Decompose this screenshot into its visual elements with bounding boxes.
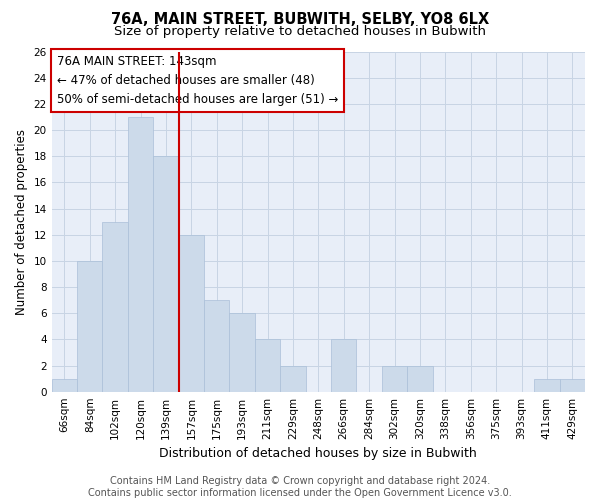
Text: Size of property relative to detached houses in Bubwith: Size of property relative to detached ho… bbox=[114, 25, 486, 38]
X-axis label: Distribution of detached houses by size in Bubwith: Distribution of detached houses by size … bbox=[160, 447, 477, 460]
Bar bbox=[179, 234, 204, 392]
Y-axis label: Number of detached properties: Number of detached properties bbox=[15, 128, 28, 314]
Bar bbox=[382, 366, 407, 392]
Bar bbox=[560, 378, 585, 392]
Bar bbox=[52, 378, 77, 392]
Bar bbox=[128, 117, 153, 392]
Text: 76A, MAIN STREET, BUBWITH, SELBY, YO8 6LX: 76A, MAIN STREET, BUBWITH, SELBY, YO8 6L… bbox=[111, 12, 489, 28]
Bar bbox=[407, 366, 433, 392]
Bar bbox=[534, 378, 560, 392]
Bar bbox=[255, 340, 280, 392]
Bar bbox=[153, 156, 179, 392]
Text: 76A MAIN STREET: 143sqm
← 47% of detached houses are smaller (48)
50% of semi-de: 76A MAIN STREET: 143sqm ← 47% of detache… bbox=[57, 55, 338, 106]
Bar bbox=[229, 313, 255, 392]
Bar bbox=[103, 222, 128, 392]
Bar bbox=[280, 366, 305, 392]
Bar bbox=[331, 340, 356, 392]
Bar bbox=[204, 300, 229, 392]
Text: Contains HM Land Registry data © Crown copyright and database right 2024.
Contai: Contains HM Land Registry data © Crown c… bbox=[88, 476, 512, 498]
Bar bbox=[77, 261, 103, 392]
